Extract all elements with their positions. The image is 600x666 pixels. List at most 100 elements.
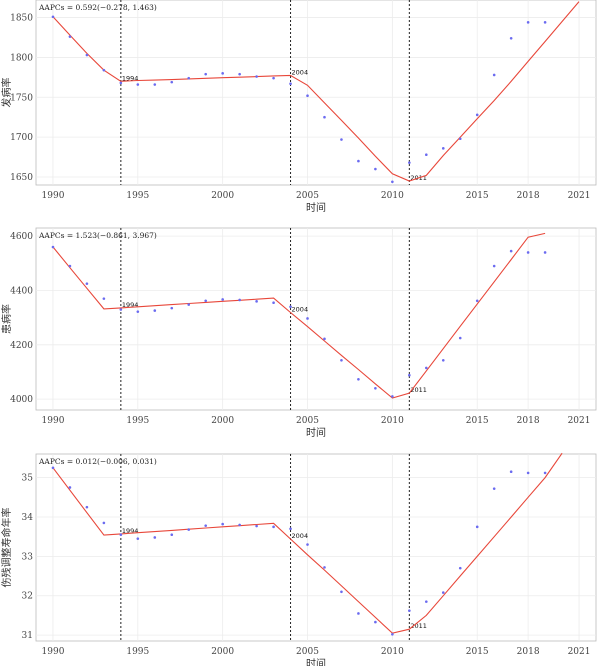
observed-point bbox=[509, 36, 513, 40]
observed-point bbox=[509, 249, 513, 253]
observed-point bbox=[85, 282, 89, 285]
observed-point bbox=[238, 523, 241, 527]
observed-point bbox=[306, 317, 309, 320]
x-tick-label: 2005 bbox=[296, 647, 319, 657]
observed-point bbox=[289, 527, 292, 531]
y-tick-label: 4600 bbox=[10, 232, 33, 242]
x-tick-label: 2010 bbox=[381, 647, 404, 657]
x-tick-label: 2021 bbox=[568, 191, 591, 201]
breakpoint-label: 2004 bbox=[292, 532, 309, 540]
observed-point bbox=[187, 76, 191, 80]
x-tick-label: 2018 bbox=[517, 191, 540, 201]
y-tick-label: 1800 bbox=[10, 53, 33, 63]
breakpoint-label: 2004 bbox=[292, 68, 309, 76]
observed-point bbox=[340, 358, 343, 362]
observed-point bbox=[85, 53, 89, 57]
chart-panel-3: 31 32 33 34 35 1990 1995 2000 2005 2010 2015 2018 20… bbox=[0, 452, 597, 666]
x-tick-label: 2010 bbox=[381, 191, 404, 201]
observed-point bbox=[102, 297, 106, 300]
observed-point bbox=[136, 310, 140, 313]
observed-point bbox=[170, 533, 174, 537]
observed-point bbox=[272, 525, 275, 529]
observed-point bbox=[374, 386, 377, 390]
y-tick-label: 35 bbox=[22, 474, 34, 484]
observed-point bbox=[136, 83, 140, 86]
observed-point bbox=[306, 94, 309, 97]
observed-point bbox=[391, 180, 394, 184]
x-tick-label: 2015 bbox=[466, 416, 489, 426]
observed-point bbox=[255, 524, 258, 528]
breakpoint-label: 1994 bbox=[122, 527, 139, 535]
aapc-annotation: AAPCs = 0.592(−0.278, 1.463) bbox=[38, 3, 157, 12]
x-tick-label: 1995 bbox=[126, 647, 149, 657]
observed-point bbox=[323, 337, 326, 341]
observed-point bbox=[221, 522, 224, 526]
observed-point bbox=[357, 378, 360, 381]
aapc-annotation: AAPCs = 0.012(−0.006, 0.031) bbox=[38, 457, 157, 466]
observed-point bbox=[526, 21, 530, 24]
x-tick-label: 2015 bbox=[466, 191, 489, 201]
observed-point bbox=[204, 72, 207, 76]
x-tick-label: 1990 bbox=[42, 191, 65, 201]
observed-point bbox=[306, 543, 309, 546]
aapc-annotation: AAPCs = 1.523(−0.861, 3.967) bbox=[38, 231, 157, 240]
observed-point bbox=[492, 264, 496, 268]
x-tick-label: 2010 bbox=[381, 416, 404, 426]
observed-point bbox=[408, 609, 411, 612]
observed-point bbox=[85, 505, 89, 509]
y-tick-label: 4400 bbox=[10, 286, 33, 296]
x-tick-label: 2005 bbox=[296, 191, 319, 201]
observed-point bbox=[68, 264, 72, 268]
fitted-line bbox=[52, 232, 546, 399]
x-tick-label: 2021 bbox=[568, 647, 591, 657]
observed-point bbox=[289, 305, 292, 309]
observed-point bbox=[425, 153, 428, 156]
observed-point bbox=[221, 298, 224, 301]
y-tick-label: 1700 bbox=[10, 133, 33, 143]
observed-point bbox=[204, 299, 207, 303]
fitted-line bbox=[52, 452, 563, 634]
observed-point bbox=[340, 590, 343, 594]
x-tick-label: 2000 bbox=[211, 647, 234, 657]
breakpoint-label: 1994 bbox=[122, 301, 139, 309]
x-tick-label: 1990 bbox=[42, 647, 65, 657]
y-axis-label: 伤残调整寿命年率 bbox=[0, 508, 13, 588]
observed-point bbox=[425, 366, 428, 370]
observed-point bbox=[187, 528, 191, 531]
observed-point bbox=[374, 620, 377, 624]
observed-point bbox=[475, 113, 479, 117]
observed-point bbox=[51, 15, 55, 19]
x-tick-label: 2015 bbox=[466, 647, 489, 657]
observed-point bbox=[543, 21, 547, 24]
observed-point bbox=[255, 75, 258, 78]
observed-point bbox=[425, 600, 428, 603]
observed-point bbox=[272, 301, 275, 305]
y-tick-label: 4000 bbox=[10, 395, 33, 405]
observed-point bbox=[526, 251, 530, 254]
breakpoint-label: 2011 bbox=[410, 386, 427, 394]
observed-point bbox=[119, 81, 123, 85]
plot-area bbox=[35, 0, 597, 186]
y-tick-label: 1850 bbox=[10, 14, 33, 24]
observed-point bbox=[68, 35, 72, 38]
observed-point bbox=[153, 536, 157, 539]
observed-point bbox=[221, 72, 224, 75]
observed-point bbox=[441, 591, 445, 594]
observed-point bbox=[526, 471, 530, 475]
x-axis-label: 时间 bbox=[306, 426, 326, 439]
x-axis-label: 时间 bbox=[306, 657, 326, 666]
observed-point bbox=[170, 306, 174, 310]
x-tick-label: 1990 bbox=[42, 416, 65, 426]
breakpoint-label: 2004 bbox=[292, 305, 309, 313]
observed-point bbox=[323, 115, 326, 119]
observed-point bbox=[204, 524, 207, 527]
x-axis-label: 时间 bbox=[306, 201, 326, 214]
fitted-line bbox=[52, 1, 580, 182]
observed-point bbox=[187, 303, 191, 306]
observed-point bbox=[136, 537, 140, 540]
y-tick-label: 32 bbox=[22, 592, 33, 602]
x-tick-label: 1995 bbox=[126, 416, 149, 426]
chart-panel-1: 1650 1700 1750 1800 1850 1990 1995 2000 2005 2010… bbox=[0, 0, 597, 214]
observed-point bbox=[475, 299, 479, 303]
